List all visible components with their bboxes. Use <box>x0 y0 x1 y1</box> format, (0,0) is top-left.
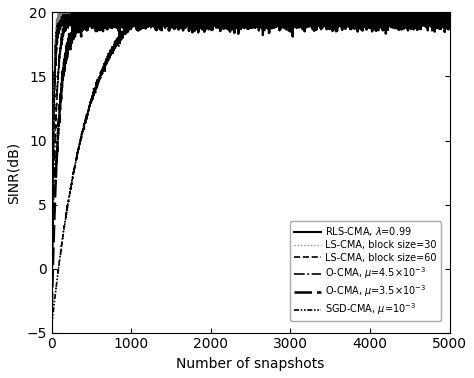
Line: RLS-CMA, $\lambda$=0.99: RLS-CMA, $\lambda$=0.99 <box>52 6 449 300</box>
RLS-CMA, $\lambda$=0.99 <box>121 4 127 9</box>
LS-CMA, block size=60 <box>288 15 293 19</box>
LS-CMA, block size=60 <box>447 16 452 21</box>
O-CMA, $\mu$=4.5$\times$10$^{-3}$ <box>308 12 313 16</box>
O-CMA, $\mu$=3.5$\times$10$^{-3}$ <box>308 20 313 25</box>
O-CMA, $\mu$=4.5$\times$10$^{-3}$ <box>376 13 382 17</box>
LS-CMA, block size=30 <box>376 9 382 14</box>
SGD-CMA, $\mu$=10$^{-3}$ <box>146 4 151 8</box>
O-CMA, $\mu$=4.5$\times$10$^{-3}$ <box>447 12 452 17</box>
Legend: RLS-CMA, $\lambda$=0.99, LS-CMA, block size=30, LS-CMA, block size=60, O-CMA, $\: RLS-CMA, $\lambda$=0.99, LS-CMA, block s… <box>291 221 441 321</box>
SGD-CMA, $\mu$=10$^{-3}$ <box>201 4 207 8</box>
SGD-CMA, $\mu$=10$^{-3}$ <box>447 4 452 8</box>
O-CMA, $\mu$=4.5$\times$10$^{-3}$ <box>346 15 352 20</box>
LS-CMA, block size=30 <box>223 5 229 9</box>
LS-CMA, block size=60 <box>49 294 55 299</box>
SGD-CMA, $\mu$=10$^{-3}$ <box>49 323 55 328</box>
Line: SGD-CMA, $\mu$=10$^{-3}$: SGD-CMA, $\mu$=10$^{-3}$ <box>52 6 449 325</box>
RLS-CMA, $\lambda$=0.99 <box>63 4 69 8</box>
RLS-CMA, $\lambda$=0.99 <box>308 11 313 16</box>
LS-CMA, block size=30 <box>447 11 452 15</box>
O-CMA, $\mu$=4.5$\times$10$^{-3}$ <box>49 299 55 304</box>
LS-CMA, block size=30 <box>308 17 313 22</box>
RLS-CMA, $\lambda$=0.99 <box>346 18 352 22</box>
LS-CMA, block size=30 <box>201 14 207 18</box>
LS-CMA, block size=60 <box>201 17 207 22</box>
Line: LS-CMA, block size=60: LS-CMA, block size=60 <box>52 8 449 296</box>
O-CMA, $\mu$=3.5$\times$10$^{-3}$ <box>176 6 182 11</box>
SGD-CMA, $\mu$=10$^{-3}$ <box>288 4 293 8</box>
O-CMA, $\mu$=3.5$\times$10$^{-3}$ <box>447 20 452 24</box>
O-CMA, $\mu$=3.5$\times$10$^{-3}$ <box>201 21 207 26</box>
O-CMA, $\mu$=3.5$\times$10$^{-3}$ <box>49 308 55 312</box>
LS-CMA, block size=60 <box>346 16 352 20</box>
RLS-CMA, $\lambda$=0.99 <box>201 4 207 9</box>
O-CMA, $\mu$=3.5$\times$10$^{-3}$ <box>288 23 293 27</box>
O-CMA, $\mu$=3.5$\times$10$^{-3}$ <box>121 24 127 28</box>
LS-CMA, block size=60 <box>121 20 127 25</box>
Line: LS-CMA, block size=30: LS-CMA, block size=30 <box>52 7 449 290</box>
X-axis label: Number of snapshots: Number of snapshots <box>176 357 325 371</box>
LS-CMA, block size=30 <box>121 12 127 17</box>
RLS-CMA, $\lambda$=0.99 <box>288 15 293 19</box>
SGD-CMA, $\mu$=10$^{-3}$ <box>308 4 313 8</box>
Line: O-CMA, $\mu$=4.5$\times$10$^{-3}$: O-CMA, $\mu$=4.5$\times$10$^{-3}$ <box>52 6 449 301</box>
O-CMA, $\mu$=3.5$\times$10$^{-3}$ <box>346 15 352 20</box>
Y-axis label: SINR(dB): SINR(dB) <box>7 141 21 204</box>
SGD-CMA, $\mu$=10$^{-3}$ <box>346 4 352 8</box>
O-CMA, $\mu$=3.5$\times$10$^{-3}$ <box>376 18 382 22</box>
LS-CMA, block size=30 <box>288 9 293 14</box>
LS-CMA, block size=60 <box>308 14 313 19</box>
LS-CMA, block size=30 <box>346 15 352 19</box>
O-CMA, $\mu$=4.5$\times$10$^{-3}$ <box>121 14 127 19</box>
LS-CMA, block size=30 <box>49 288 55 292</box>
RLS-CMA, $\lambda$=0.99 <box>376 17 382 22</box>
O-CMA, $\mu$=4.5$\times$10$^{-3}$ <box>74 4 80 8</box>
LS-CMA, block size=60 <box>376 19 382 23</box>
SGD-CMA, $\mu$=10$^{-3}$ <box>376 4 382 8</box>
O-CMA, $\mu$=4.5$\times$10$^{-3}$ <box>288 12 293 16</box>
RLS-CMA, $\lambda$=0.99 <box>49 298 55 302</box>
O-CMA, $\mu$=4.5$\times$10$^{-3}$ <box>201 10 207 15</box>
SGD-CMA, $\mu$=10$^{-3}$ <box>121 33 127 37</box>
RLS-CMA, $\lambda$=0.99 <box>447 18 452 22</box>
LS-CMA, block size=60 <box>214 5 220 10</box>
Line: O-CMA, $\mu$=3.5$\times$10$^{-3}$: O-CMA, $\mu$=3.5$\times$10$^{-3}$ <box>52 9 449 310</box>
